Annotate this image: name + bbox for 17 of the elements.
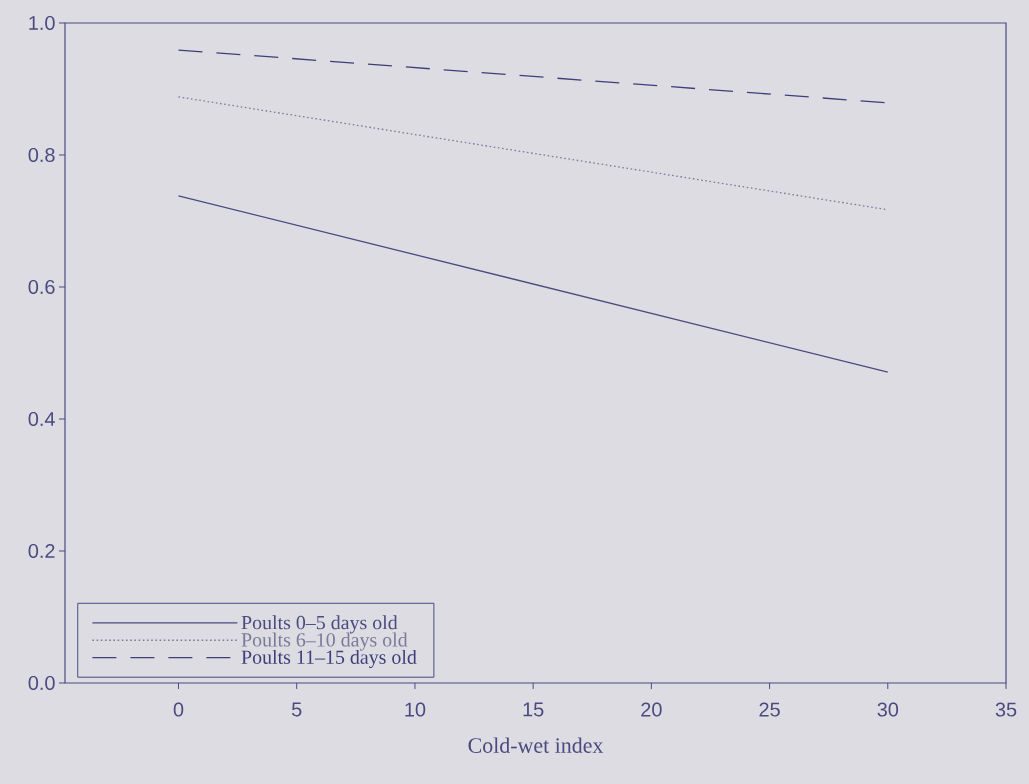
y-tick-label: 0.6 (28, 279, 55, 295)
y-tick-label: 0.8 (28, 147, 55, 163)
x-tick-label: 10 (405, 702, 426, 717)
x-tick-label: 5 (291, 702, 302, 717)
x-tick-label: 30 (877, 702, 899, 717)
x-tick-label: 20 (641, 702, 662, 717)
x-tick-label: 25 (759, 702, 780, 717)
y-tick-label: 0.0 (28, 675, 55, 691)
text: Poults 6–10 days old (241, 632, 408, 651)
y-tick-label: 1.0 (29, 15, 55, 31)
y-tick-label: 0.4 (28, 411, 55, 427)
x-tick-label: 15 (523, 702, 544, 717)
y-tick-label: 0.2 (28, 543, 55, 559)
x-axis-title: Cold-wet index (468, 737, 604, 753)
x-tick-label: 0 (173, 702, 184, 717)
text: Poults 11–15 days old (241, 649, 417, 669)
x-tick-label: 35 (995, 702, 1017, 717)
